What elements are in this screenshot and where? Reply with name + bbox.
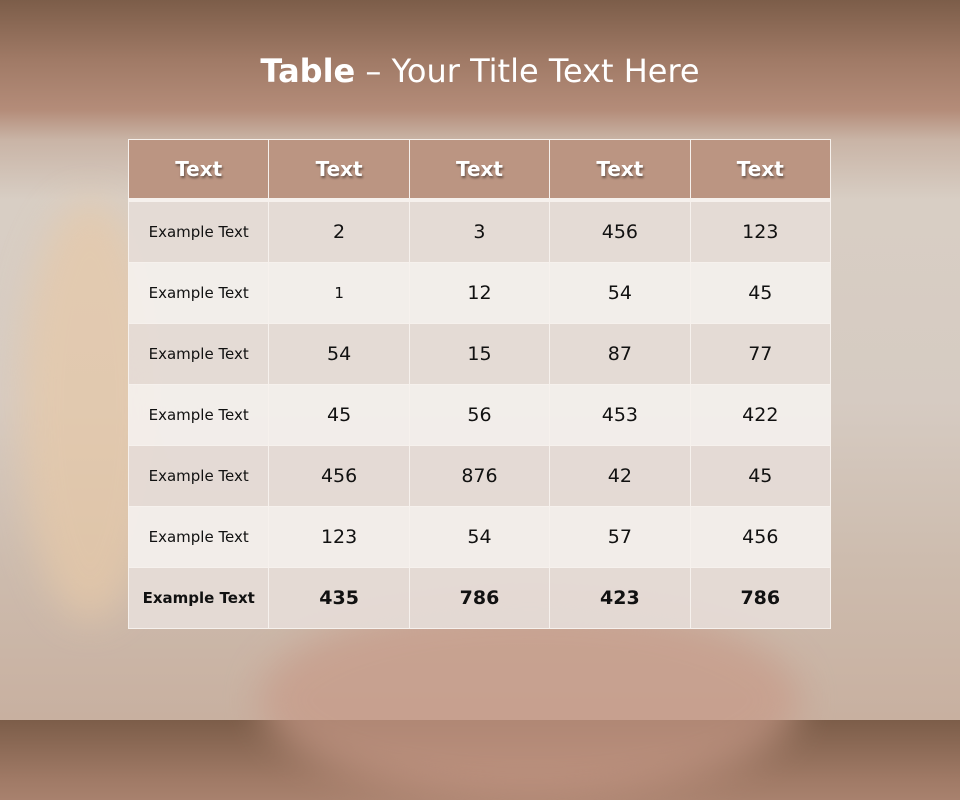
table-cell: 87 — [549, 323, 691, 385]
row-label: Example Text — [127, 262, 270, 324]
table-cell: 15 — [408, 323, 551, 385]
column-header: Text — [408, 139, 551, 202]
table-cell: 45 — [268, 384, 410, 446]
table-row: Example Text 1 12 54 45 — [127, 262, 832, 324]
header-row: Text Text Text Text Text — [127, 139, 832, 202]
column-header: Text — [549, 139, 691, 202]
table-cell: 453 — [549, 384, 691, 446]
table-cell: 1 — [268, 262, 410, 324]
table-cell: 423 — [549, 567, 691, 629]
table-cell: 2 — [268, 199, 410, 263]
table-cell: 56 — [408, 384, 551, 446]
row-label: Example Text — [127, 567, 270, 629]
column-header: Text — [127, 139, 270, 202]
table-cell: 876 — [408, 445, 551, 507]
table-cell: 123 — [268, 506, 410, 568]
row-label: Example Text — [127, 506, 270, 568]
table-cell: 54 — [268, 323, 410, 385]
table-cell: 54 — [408, 506, 551, 568]
table-cell: 456 — [549, 199, 691, 263]
table-cell: 123 — [689, 199, 832, 263]
table-cell: 12 — [408, 262, 551, 324]
slide-title: Table – Your Title Text Here — [0, 52, 960, 90]
column-header: Text — [268, 139, 410, 202]
table-cell: 57 — [549, 506, 691, 568]
data-table: Text Text Text Text Text Example Text 2 3 456 12… — [127, 139, 832, 629]
table-cell: 42 — [549, 445, 691, 507]
row-label: Example Text — [127, 384, 270, 446]
background-photo-knee — [260, 600, 800, 800]
table-row: Example Text 54 15 87 77 — [127, 323, 832, 385]
table-cell: 45 — [689, 262, 832, 324]
table-cell: 786 — [408, 567, 551, 629]
table-cell: 456 — [689, 506, 832, 568]
table-row: Example Text 123 54 57 456 — [127, 506, 832, 568]
table-cell: 54 — [549, 262, 691, 324]
table-row: Example Text 45 56 453 422 — [127, 384, 832, 446]
row-label: Example Text — [127, 323, 270, 385]
table-row: Example Text 2 3 456 123 — [127, 199, 832, 263]
column-header: Text — [689, 139, 832, 202]
total-row: Example Text 435 786 423 786 — [127, 567, 832, 629]
row-label: Example Text — [127, 445, 270, 507]
title-rest: – Your Title Text Here — [355, 52, 700, 90]
title-bold: Table — [260, 52, 356, 90]
table-cell: 3 — [408, 199, 551, 263]
table-row: Example Text 456 876 42 45 — [127, 445, 832, 507]
table-cell: 786 — [689, 567, 832, 629]
table-cell: 77 — [689, 323, 832, 385]
table-cell: 45 — [689, 445, 832, 507]
table-cell: 435 — [268, 567, 410, 629]
table-cell: 422 — [689, 384, 832, 446]
table-cell: 456 — [268, 445, 410, 507]
row-label: Example Text — [127, 199, 270, 263]
